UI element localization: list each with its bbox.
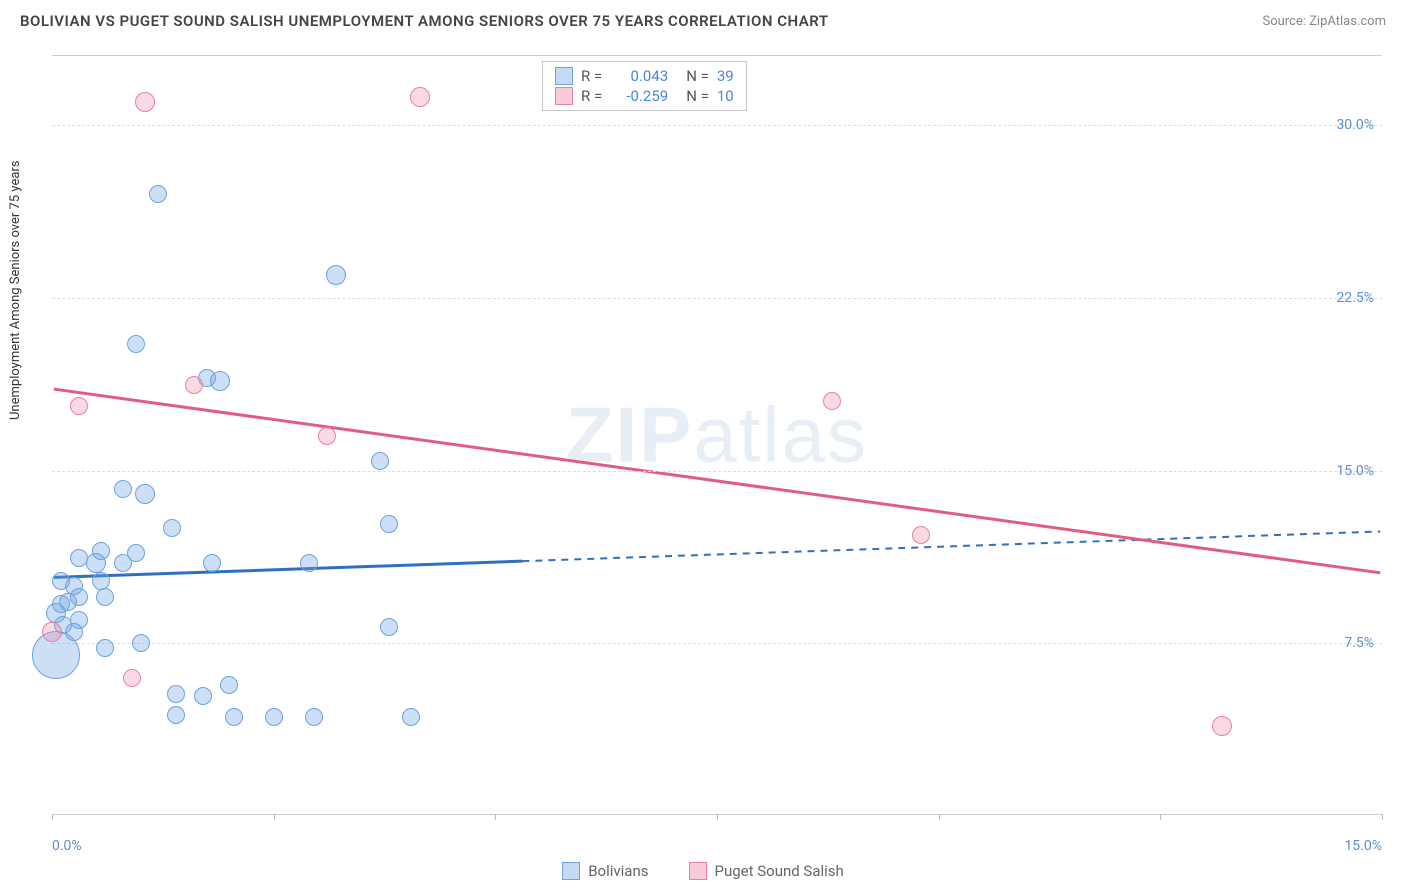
- scatter-plot: ZIPatlas R =0.043N =39R =-0.259N =10 7.5…: [52, 55, 1382, 815]
- data-point: [410, 87, 430, 107]
- legend-label: Puget Sound Salish: [715, 862, 844, 880]
- data-point: [70, 397, 88, 415]
- data-point: [132, 634, 150, 652]
- y-tick-label: 15.0%: [1336, 463, 1374, 479]
- data-point: [135, 484, 155, 504]
- legend-swatch: [689, 862, 707, 880]
- data-point: [123, 669, 141, 687]
- trend-lines: [52, 56, 1382, 814]
- data-point: [42, 622, 62, 642]
- data-point: [1212, 716, 1232, 736]
- data-point: [92, 542, 110, 560]
- correlation-legend: R =0.043N =39R =-0.259N =10: [542, 61, 747, 111]
- x-tick-mark: [1382, 814, 1383, 820]
- data-point: [380, 515, 398, 533]
- data-point: [402, 708, 420, 726]
- series-legend: Bolivians Puget Sound Salish: [0, 862, 1406, 880]
- data-point: [96, 639, 114, 657]
- data-point: [70, 588, 88, 606]
- legend-label: Bolivians: [588, 862, 648, 880]
- legend-swatch: [555, 87, 573, 105]
- data-point: [318, 427, 336, 445]
- data-point: [70, 549, 88, 567]
- data-point: [203, 554, 221, 572]
- data-point: [70, 611, 88, 629]
- legend-swatch: [555, 67, 573, 85]
- source-attribution: Source: ZipAtlas.com: [1262, 14, 1386, 29]
- x-tick-mark: [1160, 814, 1161, 820]
- y-tick-label: 7.5%: [1344, 635, 1374, 651]
- y-axis-label: Unemployment Among Seniors over 75 years: [8, 160, 23, 420]
- data-point: [220, 676, 238, 694]
- data-point: [167, 706, 185, 724]
- data-point: [135, 92, 155, 112]
- data-point: [326, 265, 346, 285]
- data-point: [371, 452, 389, 470]
- data-point: [96, 588, 114, 606]
- gridline: [52, 298, 1382, 299]
- x-tick-mark: [495, 814, 496, 820]
- x-axis-min-label: 0.0%: [52, 838, 82, 854]
- chart-header: BOLIVIAN VS PUGET SOUND SALISH UNEMPLOYM…: [0, 0, 1406, 38]
- y-tick-label: 30.0%: [1336, 117, 1374, 133]
- gridline: [52, 471, 1382, 472]
- chart-title: BOLIVIAN VS PUGET SOUND SALISH UNEMPLOYM…: [20, 12, 829, 30]
- x-axis-max-label: 15.0%: [1344, 838, 1382, 854]
- legend-stat-row: R =0.043N =39: [555, 66, 734, 86]
- legend-item: Puget Sound Salish: [689, 862, 844, 880]
- legend-swatch: [562, 862, 580, 880]
- data-point: [167, 685, 185, 703]
- legend-item: Bolivians: [562, 862, 648, 880]
- data-point: [114, 480, 132, 498]
- x-tick-mark: [274, 814, 275, 820]
- data-point: [225, 708, 243, 726]
- data-point: [185, 376, 203, 394]
- x-tick-mark: [939, 814, 940, 820]
- data-point: [912, 526, 930, 544]
- gridline: [52, 125, 1382, 126]
- data-point: [823, 392, 841, 410]
- data-point: [300, 554, 318, 572]
- legend-stat-row: R =-0.259N =10: [555, 86, 734, 106]
- gridline: [52, 643, 1382, 644]
- y-tick-label: 22.5%: [1336, 290, 1374, 306]
- data-point: [210, 371, 230, 391]
- data-point: [265, 708, 283, 726]
- data-point: [380, 618, 398, 636]
- data-point: [305, 708, 323, 726]
- data-point: [149, 185, 167, 203]
- x-tick-mark: [717, 814, 718, 820]
- data-point: [92, 572, 110, 590]
- data-point: [127, 544, 145, 562]
- data-point: [163, 519, 181, 537]
- x-tick-mark: [52, 814, 53, 820]
- data-point: [194, 687, 212, 705]
- data-point: [127, 335, 145, 353]
